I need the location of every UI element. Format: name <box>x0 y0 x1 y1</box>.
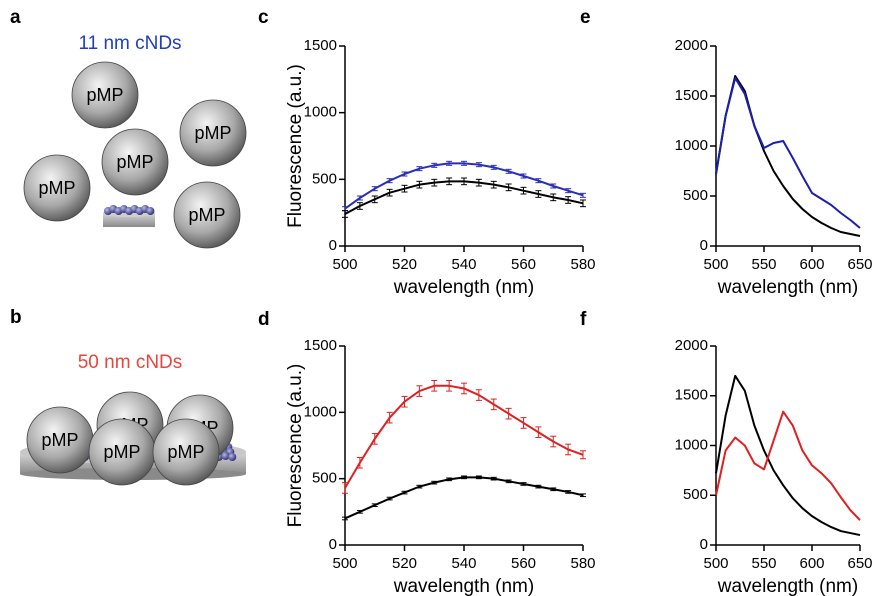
y-axis-label: Fluorescence (a.u.) <box>285 64 306 228</box>
x-axis-label: wavelength (nm) <box>393 576 534 596</box>
x-tick-label: 520 <box>392 555 417 572</box>
y-tick-label: 500 <box>312 170 337 187</box>
y-tick-label: 2000 <box>675 37 708 54</box>
data-line <box>715 75 861 237</box>
panel-label: a <box>10 7 21 28</box>
x-tick-label: 550 <box>751 555 776 572</box>
sphere <box>71 61 139 129</box>
x-tick-label: 580 <box>570 555 595 572</box>
data-line <box>715 77 861 229</box>
sphere-label: pMP <box>167 442 204 462</box>
y-tick-label: 1500 <box>675 387 708 404</box>
x-axis-label: wavelength (nm) <box>393 277 534 298</box>
sphere-label: pMP <box>116 152 153 172</box>
y-tick-label: 1000 <box>675 137 708 154</box>
x-tick-label: 650 <box>847 256 872 273</box>
data-line <box>344 384 584 489</box>
data-line <box>715 410 861 521</box>
sphere-label: pMP <box>188 205 225 225</box>
y-tick-label: 500 <box>683 486 708 503</box>
y-tick-label: 1500 <box>304 337 337 354</box>
sphere <box>101 128 169 196</box>
y-tick-label: 2000 <box>675 337 708 354</box>
panel-label: c <box>258 7 269 28</box>
x-tick-label: 650 <box>847 555 872 572</box>
sphere-label: pMP <box>86 85 123 105</box>
y-tick-label: 0 <box>329 237 337 254</box>
sphere-label: pMP <box>38 178 75 198</box>
x-tick-label: 500 <box>332 256 357 273</box>
x-tick-label: 550 <box>751 256 776 273</box>
x-tick-label: 600 <box>799 555 824 572</box>
x-tick-label: 500 <box>703 256 728 273</box>
y-tick-label: 500 <box>312 470 337 487</box>
panel-label: e <box>580 7 591 28</box>
sphere <box>179 99 247 167</box>
sphere <box>173 181 241 249</box>
x-tick-label: 520 <box>392 256 417 273</box>
sphere-label: pMP <box>194 123 231 143</box>
x-tick-label: 600 <box>799 256 824 273</box>
data-line <box>344 476 584 520</box>
panel-label: f <box>580 309 587 330</box>
bead <box>146 207 155 215</box>
y-tick-label: 1000 <box>304 104 337 121</box>
data-line <box>715 374 861 537</box>
x-tick-label: 500 <box>703 555 728 572</box>
x-tick-label: 540 <box>451 555 476 572</box>
x-tick-label: 580 <box>570 256 595 273</box>
y-tick-label: 0 <box>700 536 708 553</box>
sphere <box>23 154 91 222</box>
x-tick-label: 560 <box>511 256 536 273</box>
panel-label: b <box>10 307 22 328</box>
data-line <box>344 180 584 215</box>
y-tick-label: 1500 <box>675 87 708 104</box>
y-tick-label: 1500 <box>304 37 337 54</box>
x-tick-label: 540 <box>451 256 476 273</box>
sphere <box>152 418 220 486</box>
y-tick-label: 0 <box>700 237 708 254</box>
y-tick-label: 1000 <box>304 403 337 420</box>
x-axis-label: wavelength (nm) <box>717 576 858 596</box>
bead <box>228 453 237 461</box>
panel-label: d <box>258 309 270 330</box>
y-axis-label: Fluorescence (a.u.) <box>285 364 306 528</box>
y-tick-label: 1000 <box>675 436 708 453</box>
y-tick-label: 0 <box>329 536 337 553</box>
bead <box>221 452 230 460</box>
data-line <box>344 162 584 210</box>
x-axis-label: wavelength (nm) <box>717 277 858 298</box>
x-tick-label: 560 <box>511 555 536 572</box>
sphere-label: pMP <box>103 442 140 462</box>
illustration-title: 11 nm cNDs <box>78 33 181 54</box>
platform <box>103 213 155 227</box>
sphere-label: pMP <box>41 430 78 450</box>
illustration-title: 50 nm cNDs <box>78 352 183 373</box>
x-tick-label: 500 <box>332 555 357 572</box>
y-tick-label: 500 <box>683 187 708 204</box>
